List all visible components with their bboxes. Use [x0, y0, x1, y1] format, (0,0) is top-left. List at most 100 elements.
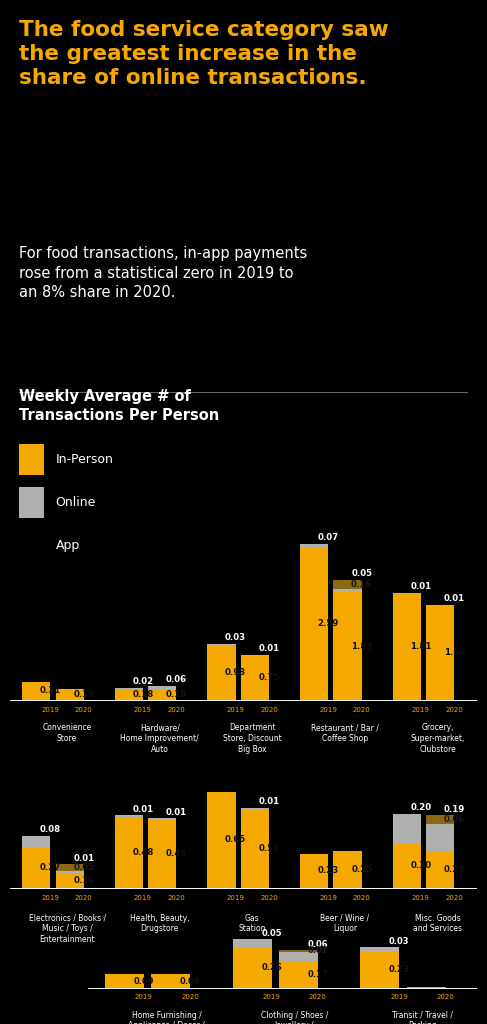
Bar: [207, 645, 236, 700]
Text: 2020: 2020: [309, 994, 327, 1000]
Bar: [279, 950, 318, 951]
Text: Weekly Average # of
Transactions Per Person: Weekly Average # of Transactions Per Per…: [19, 389, 220, 423]
Bar: [360, 951, 399, 988]
Text: 2020: 2020: [75, 708, 93, 714]
Bar: [360, 947, 399, 951]
Bar: [22, 682, 50, 700]
Bar: [334, 851, 362, 888]
Bar: [207, 643, 236, 645]
Text: 0.24: 0.24: [444, 865, 465, 874]
Text: 2019: 2019: [134, 895, 152, 901]
Text: 0.18: 0.18: [132, 690, 153, 699]
Text: Grocery,
Super-market,
Clubstore: Grocery, Super-market, Clubstore: [411, 723, 465, 754]
Text: 2019: 2019: [41, 895, 59, 901]
Text: App: App: [56, 539, 80, 552]
Text: 0.09: 0.09: [133, 977, 154, 985]
Bar: [426, 824, 454, 852]
Text: 0.75: 0.75: [259, 674, 280, 682]
Bar: [300, 544, 328, 548]
Text: 2019: 2019: [412, 708, 430, 714]
Text: Clothing / Shoes /
Jewellery /
Sporting Goods: Clothing / Shoes / Jewellery / Sporting …: [261, 1011, 328, 1024]
Bar: [407, 987, 446, 988]
Bar: [426, 606, 454, 700]
Text: 2019: 2019: [226, 708, 244, 714]
Bar: [334, 593, 362, 700]
Bar: [279, 962, 318, 988]
Text: 0.01: 0.01: [259, 644, 280, 653]
Text: Online: Online: [56, 496, 96, 509]
Text: 0.19: 0.19: [444, 805, 465, 814]
Text: 0.18: 0.18: [166, 690, 187, 699]
Text: 0.07: 0.07: [318, 532, 339, 542]
Bar: [148, 686, 176, 689]
Bar: [207, 792, 236, 888]
Text: 2019: 2019: [391, 994, 408, 1000]
Bar: [300, 854, 328, 888]
Bar: [148, 818, 176, 820]
Text: 2020: 2020: [260, 895, 278, 901]
Text: 0.03: 0.03: [225, 633, 246, 642]
Text: 0.05: 0.05: [351, 569, 372, 579]
Bar: [56, 871, 84, 872]
Bar: [241, 808, 269, 810]
Bar: [393, 594, 421, 700]
Text: 0.53: 0.53: [259, 844, 280, 853]
Text: 2020: 2020: [446, 708, 463, 714]
Text: 0.06: 0.06: [444, 815, 465, 824]
Bar: [300, 548, 328, 700]
Bar: [115, 689, 143, 700]
Text: 2020: 2020: [437, 994, 454, 1000]
Text: 0.05: 0.05: [261, 929, 282, 938]
Bar: [19, 530, 44, 560]
Text: 1.83: 1.83: [351, 642, 373, 650]
Bar: [334, 580, 362, 590]
Text: 0.01: 0.01: [307, 946, 328, 955]
Text: 2.59: 2.59: [318, 620, 339, 629]
Text: 0.08: 0.08: [40, 825, 61, 835]
Text: 0.48: 0.48: [132, 848, 153, 857]
Text: 0.01: 0.01: [410, 582, 431, 591]
Text: 0.05: 0.05: [74, 863, 94, 872]
Text: 0.93: 0.93: [225, 668, 246, 677]
Text: 2020: 2020: [260, 708, 278, 714]
Text: 0.30: 0.30: [410, 861, 431, 870]
Bar: [115, 815, 143, 817]
Text: Misc. Goods
and Services: Misc. Goods and Services: [413, 913, 462, 933]
Text: 0.01: 0.01: [132, 805, 153, 814]
Text: 0.25: 0.25: [351, 864, 372, 873]
Text: 0.09: 0.09: [180, 977, 200, 985]
Text: In-Person: In-Person: [56, 454, 113, 466]
Bar: [233, 939, 272, 947]
Bar: [426, 815, 454, 824]
Bar: [241, 656, 269, 700]
Text: Electronics / Books /
Music / Toys /
Entertainment: Electronics / Books / Music / Toys / Ent…: [29, 913, 106, 944]
Text: 0.01: 0.01: [259, 798, 280, 807]
Text: 2019: 2019: [134, 708, 152, 714]
Bar: [115, 817, 143, 888]
Bar: [56, 864, 84, 871]
Text: 0.01: 0.01: [166, 808, 187, 817]
Text: 0.17: 0.17: [307, 970, 328, 979]
Text: 2020: 2020: [181, 994, 199, 1000]
Bar: [279, 951, 318, 962]
Text: 0.01: 0.01: [73, 854, 94, 862]
Text: 0.16: 0.16: [351, 581, 373, 589]
Text: 0.03: 0.03: [389, 937, 410, 946]
Text: 0.23: 0.23: [318, 866, 339, 876]
Bar: [56, 689, 84, 700]
Bar: [19, 487, 44, 518]
Text: 2020: 2020: [168, 895, 186, 901]
Text: Restaurant / Bar /
Coffee Shop: Restaurant / Bar / Coffee Shop: [311, 723, 379, 742]
Text: Health, Beauty,
Drugstore: Health, Beauty, Drugstore: [130, 913, 189, 933]
Text: The food service category saw
the greatest increase in the
share of online trans: The food service category saw the greate…: [19, 20, 389, 88]
Text: 0.27: 0.27: [39, 863, 61, 872]
Bar: [22, 836, 50, 848]
Text: 1.81: 1.81: [410, 642, 431, 651]
Text: 2019: 2019: [319, 895, 337, 901]
Bar: [105, 974, 144, 988]
Text: 0.31: 0.31: [40, 686, 61, 695]
Bar: [22, 848, 50, 888]
Text: 2019: 2019: [412, 895, 430, 901]
Bar: [151, 974, 190, 988]
Bar: [426, 852, 454, 888]
